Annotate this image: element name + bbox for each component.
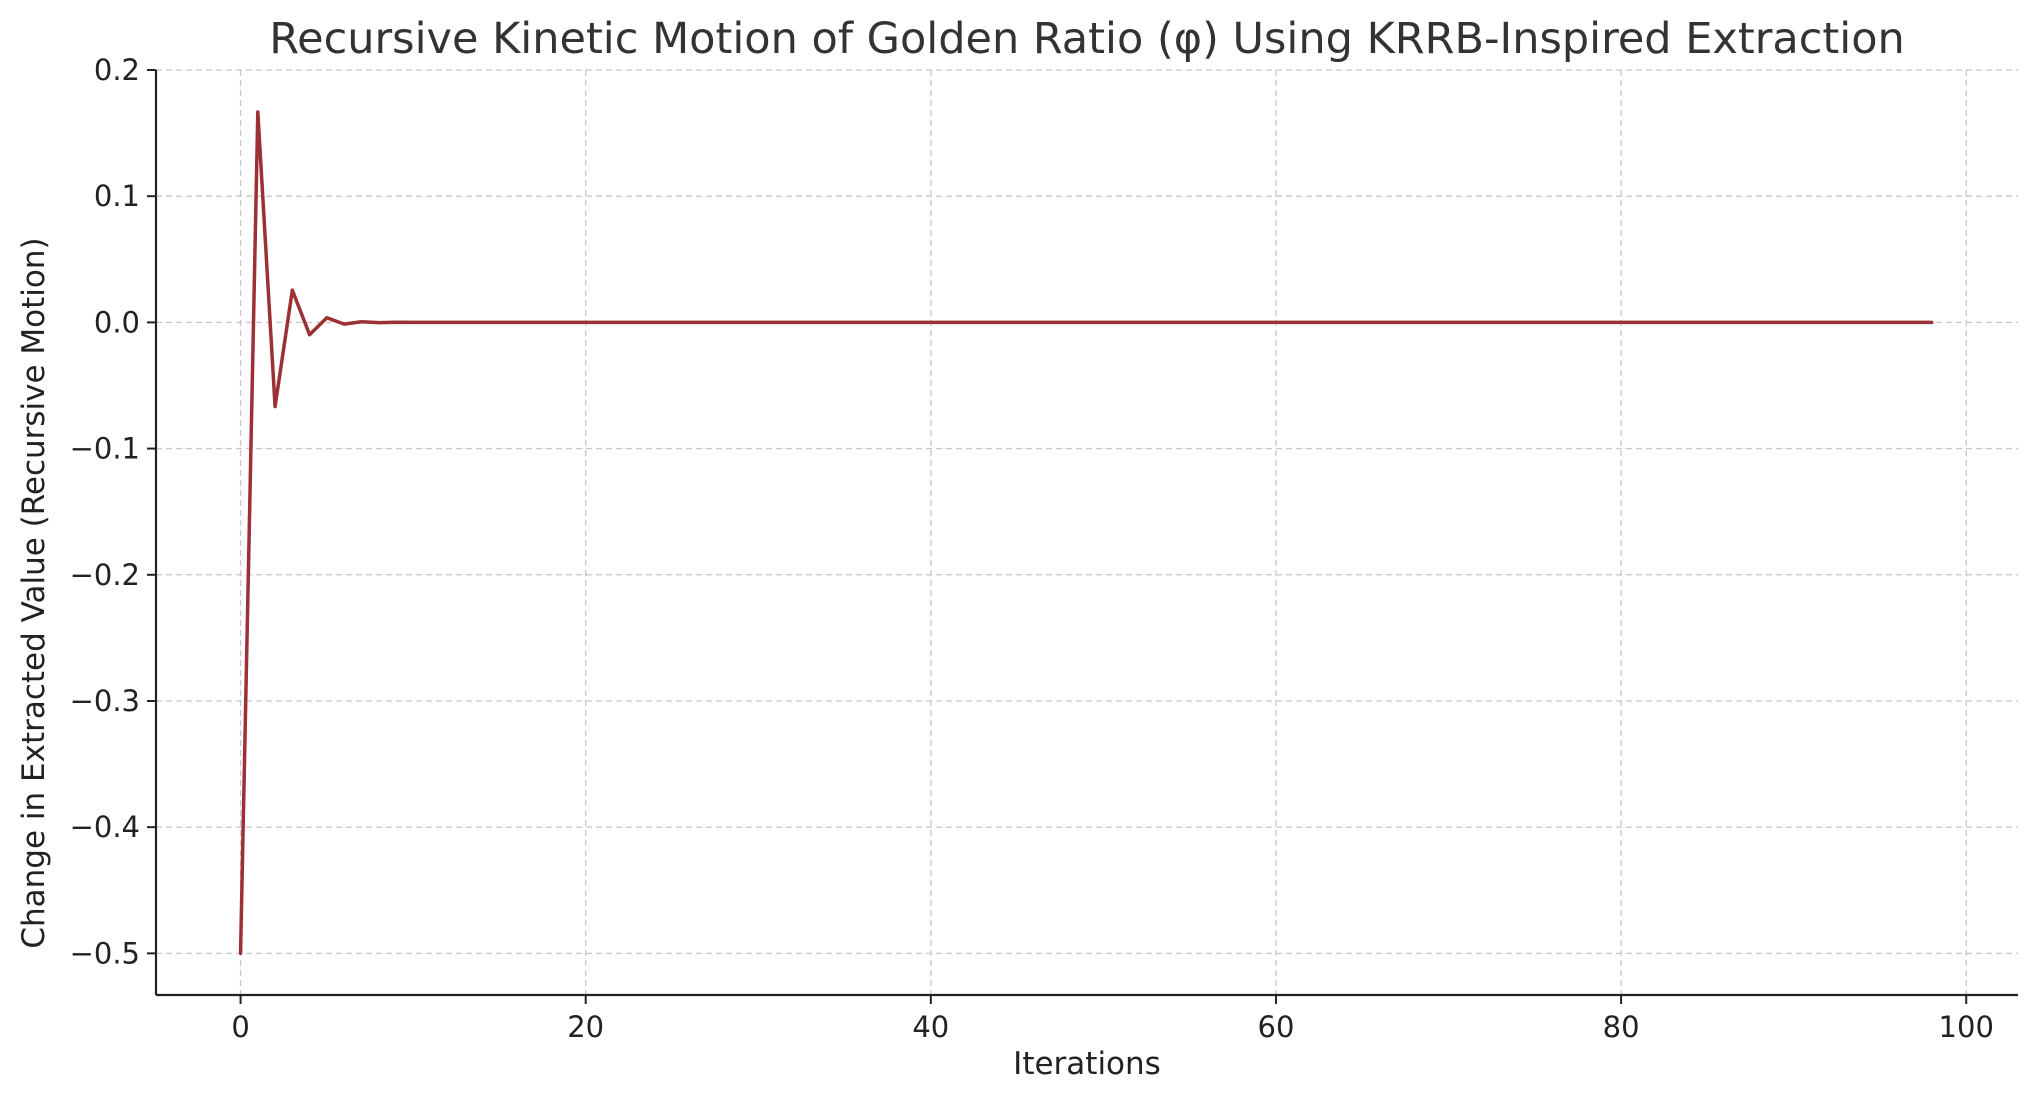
x-axis-ticks: 0 20 40 60 80 100 xyxy=(231,995,1994,1044)
y-tick-label: −0.4 xyxy=(70,810,140,844)
chart-title: Recursive Kinetic Motion of Golden Ratio… xyxy=(269,14,1905,64)
y-tick-label: 0.0 xyxy=(94,305,140,339)
y-tick-label: 0.2 xyxy=(94,53,140,87)
y-axis-label: Change in Extracted Value (Recursive Mot… xyxy=(16,237,52,948)
x-tick-label: 60 xyxy=(1258,1010,1295,1044)
plot-series xyxy=(238,110,1934,956)
y-tick-label: −0.1 xyxy=(70,432,140,466)
x-tick-label: 80 xyxy=(1603,1010,1640,1044)
x-axis-label: Iterations xyxy=(1013,1046,1161,1082)
y-tick-label: −0.3 xyxy=(70,684,140,718)
grid xyxy=(156,69,2018,995)
series-line xyxy=(238,110,1934,956)
y-tick-label: 0.1 xyxy=(94,179,140,213)
axes xyxy=(154,70,2018,997)
x-tick-label: 20 xyxy=(567,1010,604,1044)
y-tick-label: −0.5 xyxy=(70,936,140,970)
y-axis-ticks: 0.2 0.1 0.0 −0.1 −0.2 −0.3 −0.4 −0.5 xyxy=(70,53,156,970)
y-tick-label: −0.2 xyxy=(70,558,140,592)
x-tick-label: 100 xyxy=(1939,1010,1994,1044)
x-tick-label: 40 xyxy=(912,1010,949,1044)
x-tick-label: 0 xyxy=(231,1010,249,1044)
